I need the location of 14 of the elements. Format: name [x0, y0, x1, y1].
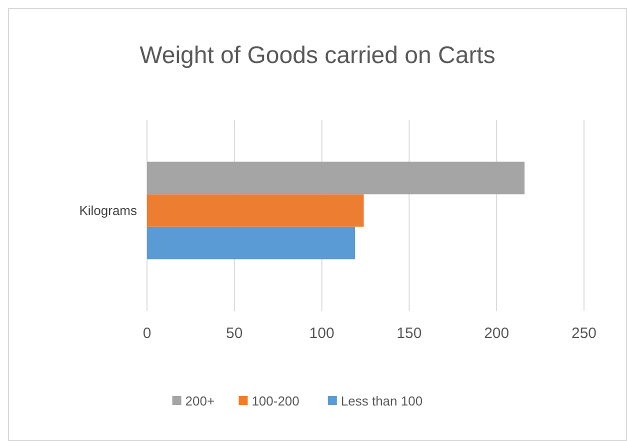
- legend-label: Less than 100: [340, 394, 423, 409]
- y-tick-label: Kilograms: [79, 203, 138, 218]
- x-tick-label: 250: [571, 325, 597, 342]
- x-tick-label: 200: [484, 325, 510, 342]
- chart-title: Weight of Goods carried on Carts: [140, 42, 496, 69]
- bar: [147, 162, 525, 194]
- x-tick-label: 150: [396, 325, 422, 342]
- x-tick-label: 100: [309, 325, 334, 342]
- x-tick-label: 50: [226, 325, 243, 342]
- bar: [147, 194, 364, 227]
- x-tick-label: 0: [142, 325, 152, 342]
- legend-label: 100-200: [252, 394, 300, 409]
- bar: [147, 226, 356, 260]
- legend-label: 200+: [185, 394, 215, 409]
